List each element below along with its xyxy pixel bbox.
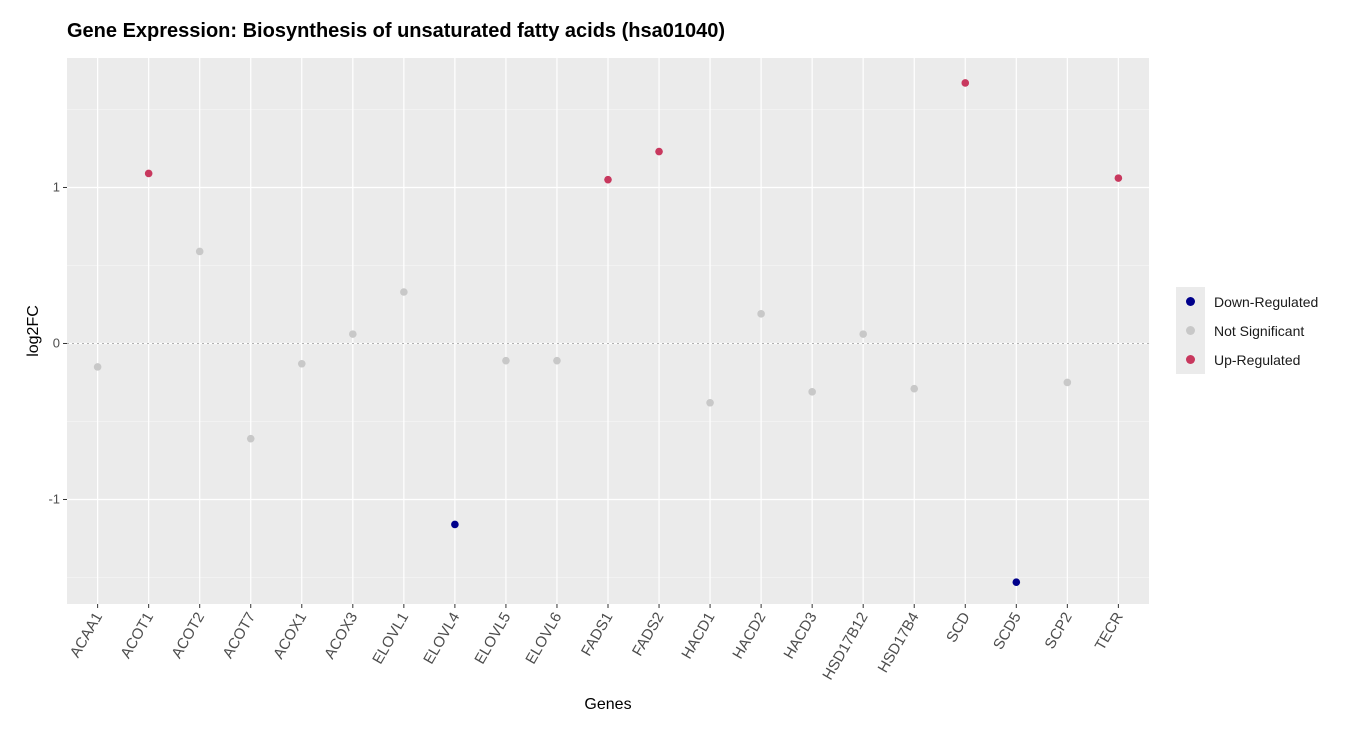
x-axis-title: Genes (584, 696, 631, 713)
data-point (1114, 174, 1123, 182)
legend-dot-up-regulated (1186, 355, 1195, 364)
data-point (757, 310, 765, 318)
x-tick-label: SCD (943, 609, 974, 645)
legend-item-not-significant: Not Significant (1176, 316, 1318, 345)
data-point (706, 398, 714, 407)
data-point (349, 330, 357, 338)
legend: Down-Regulated Not Significant Up-Regula… (1176, 287, 1318, 374)
x-tick-label: ACOT7 (219, 610, 259, 662)
data-point (553, 356, 561, 365)
x-tick-label: ACAA1 (67, 610, 106, 661)
data-point (195, 247, 204, 256)
legend-label: Down-Regulated (1214, 293, 1319, 310)
data-point (400, 288, 408, 296)
x-tick-label: HACD2 (729, 610, 769, 663)
x-tick-label: SCP2 (1041, 610, 1075, 652)
legend-key (1176, 316, 1205, 345)
y-axis-title: log2FC (25, 305, 42, 357)
data-point (961, 79, 970, 87)
legend-label: Up-Regulated (1214, 351, 1301, 368)
x-tick-label: SCD5 (990, 610, 1025, 653)
x-tick-label: HACD1 (678, 610, 718, 663)
x-tick-label: ELOVL6 (522, 610, 565, 668)
legend-label: Not Significant (1214, 322, 1305, 339)
legend-key (1176, 345, 1205, 374)
legend-dot-not-significant (1186, 326, 1195, 335)
data-point (502, 356, 510, 365)
x-tick-label: FADS1 (578, 610, 616, 660)
legend-item-up-regulated: Up-Regulated (1176, 345, 1318, 374)
x-tick-label: HSD17B4 (875, 610, 923, 676)
x-tick-label: HACD3 (780, 610, 820, 663)
x-tick-label: ACOX3 (321, 610, 361, 663)
data-point (604, 175, 612, 184)
y-tick-label: 0 (53, 335, 60, 350)
x-tick-label: ACOT1 (117, 610, 157, 662)
data-point (93, 363, 102, 371)
chart-title: Gene Expression: Biosynthesis of unsatur… (67, 20, 725, 42)
y-tick-label: -1 (48, 491, 60, 506)
data-point (297, 359, 306, 368)
data-point (910, 384, 919, 393)
x-tick-label: HSD17B12 (819, 610, 871, 683)
x-tick-label: FADS2 (629, 610, 667, 660)
x-tick-label: ACOT2 (168, 610, 208, 662)
legend-item-down-regulated: Down-Regulated (1176, 287, 1318, 316)
data-point (1063, 378, 1072, 387)
data-point (859, 330, 867, 338)
legend-dot-down-regulated (1186, 297, 1195, 306)
x-tick-label: ACOX1 (270, 610, 310, 663)
data-point (808, 388, 816, 396)
data-point (451, 520, 459, 529)
x-tick-label: ELOVL5 (471, 610, 514, 668)
data-point (1012, 578, 1021, 586)
x-tick-label: ELOVL1 (369, 610, 412, 668)
legend-key (1176, 287, 1205, 316)
x-tick-label: ELOVL4 (420, 610, 463, 668)
y-tick-label: 1 (53, 179, 60, 194)
data-point (246, 434, 255, 443)
x-tick-label: TECR (1092, 609, 1127, 653)
data-point (144, 169, 153, 178)
data-point (655, 147, 663, 156)
